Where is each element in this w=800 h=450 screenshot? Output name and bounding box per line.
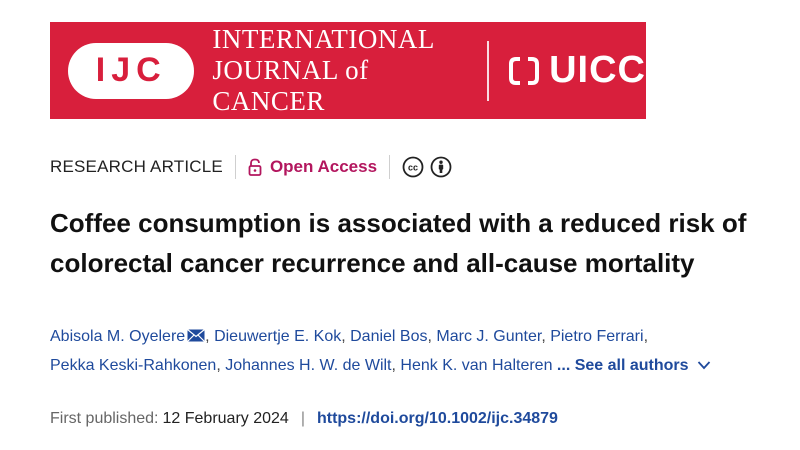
svg-text:cc: cc — [408, 163, 418, 173]
publication-divider: | — [300, 410, 305, 427]
author-list: Abisola M. Oyelere, Dieuwertje E. Kok, D… — [50, 322, 780, 380]
attribution-icon[interactable] — [430, 156, 452, 178]
chevron-down-icon[interactable] — [697, 360, 711, 370]
publication-info: First published: 12 February 2024 | http… — [50, 410, 558, 428]
journal-name-line2: JOURNAL of CANCER — [212, 55, 369, 116]
open-lock-icon — [248, 158, 262, 176]
author-link[interactable]: Dieuwertje E. Kok — [214, 328, 342, 345]
article-type: RESEARCH ARTICLE — [50, 157, 223, 176]
uicc-logo-text: UICC — [549, 49, 646, 91]
email-icon[interactable] — [187, 329, 206, 342]
first-published-label: First published: — [50, 410, 159, 427]
article-meta-row: RESEARCH ARTICLE Open Access cc — [50, 152, 458, 182]
journal-name-line1: INTERNATIONAL — [212, 24, 435, 54]
author-link[interactable]: Daniel Bos — [350, 328, 428, 345]
author-line-2: Pekka Keski-Rahkonen, Johannes H. W. de … — [50, 351, 780, 380]
see-all-authors-button[interactable]: ... See all authors — [556, 357, 689, 374]
cc-icon[interactable]: cc — [402, 156, 424, 178]
author-link[interactable]: Pietro Ferrari — [550, 328, 644, 345]
article-title-line2: colorectal cancer recurrence and all-cau… — [50, 248, 695, 278]
uicc-mark-icon — [509, 56, 540, 85]
article-title: Coffee consumption is associated with a … — [50, 203, 780, 283]
journal-name: INTERNATIONAL JOURNAL of CANCER — [212, 24, 465, 117]
journal-banner[interactable]: IJC INTERNATIONAL JOURNAL of CANCER UICC — [50, 22, 646, 119]
ijc-logo: IJC — [68, 42, 195, 99]
author-link[interactable]: Abisola M. Oyelere — [50, 328, 186, 345]
article-title-line1: Coffee consumption is associated with a … — [50, 208, 747, 238]
author-link[interactable]: Henk K. van Halteren — [400, 357, 553, 374]
author-link[interactable]: Marc J. Gunter — [436, 328, 542, 345]
author-line-1: Abisola M. Oyelere, Dieuwertje E. Kok, D… — [50, 328, 649, 345]
doi-link[interactable]: https://doi.org/10.1002/ijc.34879 — [316, 410, 558, 427]
meta-divider — [234, 155, 236, 179]
banner-divider — [487, 40, 490, 101]
open-access-link[interactable]: Open Access — [269, 157, 378, 176]
publication-date: 12 February 2024 — [162, 410, 289, 427]
ijc-logo-text: IJC — [95, 51, 167, 89]
uicc-logo: UICC — [507, 49, 646, 92]
author-link[interactable]: Johannes H. W. de Wilt — [225, 357, 392, 374]
author-link[interactable]: Pekka Keski-Rahkonen — [50, 357, 217, 374]
meta-divider — [389, 155, 391, 179]
